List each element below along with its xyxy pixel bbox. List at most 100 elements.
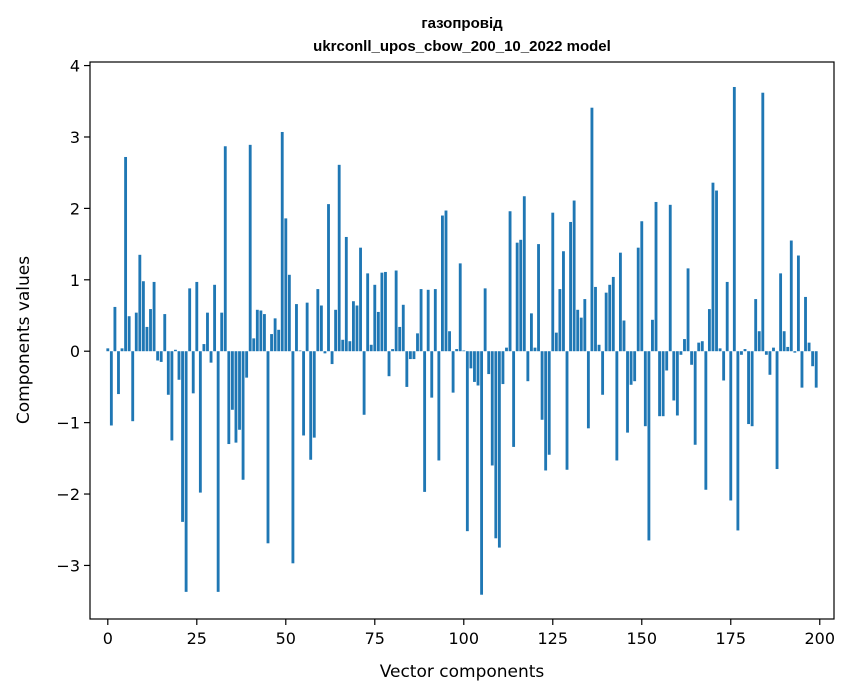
- bar: [380, 272, 384, 352]
- bar: [722, 351, 726, 381]
- bar: [743, 349, 747, 352]
- bar: [198, 351, 202, 493]
- bar: [305, 302, 309, 352]
- bar: [387, 351, 391, 377]
- bar: [786, 346, 790, 352]
- bar: [807, 342, 811, 352]
- bar: [718, 348, 722, 352]
- bar: [551, 212, 555, 352]
- bar: [775, 351, 779, 470]
- bar: [202, 344, 206, 352]
- bar: [772, 347, 775, 352]
- bar: [441, 215, 444, 352]
- x-tick-label: 25: [187, 629, 207, 648]
- bar: [700, 341, 704, 352]
- bar: [544, 351, 548, 471]
- bar: [270, 334, 273, 352]
- bar: [234, 351, 238, 443]
- bar: [341, 339, 345, 352]
- bar: [330, 351, 334, 365]
- y-tick-label: 1: [70, 271, 80, 290]
- bar: [295, 304, 298, 352]
- bar: [426, 289, 430, 352]
- bar: [611, 276, 615, 352]
- bar: [170, 351, 174, 441]
- bar: [327, 204, 330, 352]
- bar: [554, 332, 558, 352]
- bar: [594, 286, 597, 352]
- bar: [750, 351, 754, 427]
- bar: [401, 304, 405, 352]
- bar: [626, 351, 629, 433]
- bar: [640, 221, 644, 352]
- bar: [284, 218, 288, 352]
- bar: [519, 239, 523, 352]
- bar: [558, 289, 562, 352]
- bar: [166, 351, 170, 395]
- bar: [715, 190, 718, 352]
- bar: [601, 351, 605, 395]
- bar: [430, 351, 434, 398]
- bar: [476, 351, 480, 386]
- bar: [501, 351, 505, 385]
- bar: [209, 351, 213, 363]
- bar: [487, 351, 491, 375]
- bar: [622, 320, 626, 352]
- bar: [238, 351, 241, 430]
- x-axis-label: Vector components: [380, 662, 545, 682]
- bar: [177, 351, 181, 380]
- bar: [433, 289, 437, 352]
- bar: [181, 351, 184, 522]
- x-tick-label: 0: [103, 629, 113, 648]
- bar: [604, 292, 608, 352]
- bar: [109, 351, 113, 426]
- bar: [337, 164, 341, 352]
- bar: [779, 273, 783, 352]
- bar: [248, 144, 252, 352]
- bar: [490, 351, 494, 466]
- bar: [747, 351, 750, 425]
- bar: [134, 312, 138, 352]
- bar: [629, 351, 633, 385]
- x-tick-label: 100: [449, 629, 480, 648]
- bar: [515, 242, 519, 352]
- bar: [163, 314, 167, 352]
- bar: [569, 221, 572, 352]
- bar: [473, 351, 476, 382]
- bar: [540, 351, 544, 420]
- bar: [312, 351, 316, 438]
- bar: [302, 351, 306, 436]
- bar: [469, 351, 473, 369]
- bar: [334, 309, 338, 352]
- bar: [562, 251, 565, 352]
- bar: [263, 314, 266, 352]
- bar: [697, 342, 701, 352]
- bar: [394, 270, 398, 352]
- bar: [138, 254, 142, 352]
- x-tick-label: 125: [538, 629, 569, 648]
- x-tick-label: 175: [715, 629, 746, 648]
- bar: [565, 351, 569, 470]
- bar: [287, 274, 291, 352]
- bar: [145, 326, 149, 352]
- bar: [579, 317, 583, 352]
- bar: [483, 288, 487, 352]
- bar: [408, 351, 412, 360]
- y-tick-label: 4: [70, 57, 80, 76]
- bar: [533, 347, 537, 352]
- bar: [230, 351, 234, 410]
- bar: [618, 252, 622, 352]
- bar: [576, 309, 580, 352]
- bar: [369, 344, 373, 352]
- y-tick-label: −3: [56, 556, 80, 575]
- bar: [398, 326, 402, 352]
- x-axis-ticks: 0 25 50 75 100 125 150 175 200: [103, 619, 835, 648]
- bar: [729, 351, 733, 501]
- plot-frame: [89, 61, 835, 620]
- y-axis-ticks: −3 −2 −1 0 1 2 3 4: [56, 57, 90, 575]
- bar: [704, 351, 708, 490]
- bar: [597, 344, 601, 352]
- bar: [184, 351, 188, 592]
- bar: [373, 284, 377, 352]
